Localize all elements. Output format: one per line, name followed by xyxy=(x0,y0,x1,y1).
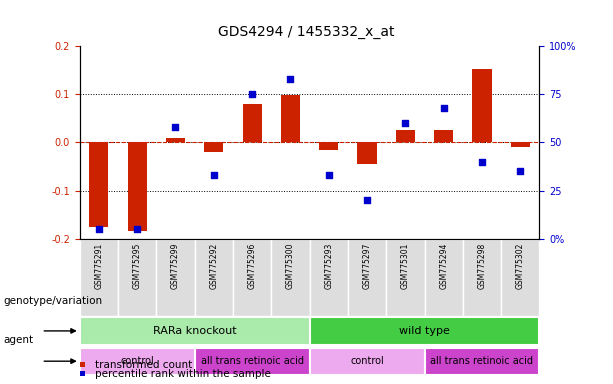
FancyBboxPatch shape xyxy=(80,239,118,316)
Point xyxy=(286,76,295,82)
Bar xyxy=(511,142,530,147)
FancyBboxPatch shape xyxy=(386,239,424,316)
Point xyxy=(324,172,333,178)
Text: RARa knockout: RARa knockout xyxy=(153,326,237,336)
Text: GSM775295: GSM775295 xyxy=(132,243,142,289)
Point xyxy=(132,226,142,232)
Text: GSM775292: GSM775292 xyxy=(209,243,218,289)
Bar xyxy=(128,142,147,232)
Point xyxy=(247,91,257,97)
Text: percentile rank within the sample: percentile rank within the sample xyxy=(95,369,271,379)
Bar xyxy=(243,104,262,142)
FancyBboxPatch shape xyxy=(310,239,348,316)
Text: GSM775297: GSM775297 xyxy=(362,243,371,289)
FancyBboxPatch shape xyxy=(310,317,539,344)
Text: wild type: wild type xyxy=(399,326,450,336)
Point xyxy=(400,120,410,126)
Text: control: control xyxy=(120,356,154,366)
Point xyxy=(170,124,180,130)
Point xyxy=(209,172,219,178)
Bar xyxy=(434,130,453,142)
Text: genotype/variation: genotype/variation xyxy=(3,296,102,306)
FancyBboxPatch shape xyxy=(348,239,386,316)
FancyBboxPatch shape xyxy=(80,348,195,375)
Text: GSM775298: GSM775298 xyxy=(478,243,487,289)
Text: transformed count: transformed count xyxy=(95,360,192,370)
Bar xyxy=(204,142,223,152)
FancyBboxPatch shape xyxy=(195,348,310,375)
FancyBboxPatch shape xyxy=(463,239,501,316)
Point xyxy=(516,168,525,174)
Bar xyxy=(357,142,376,164)
Bar xyxy=(473,69,492,142)
Point xyxy=(439,105,449,111)
Text: GDS4294 / 1455332_x_at: GDS4294 / 1455332_x_at xyxy=(218,25,395,39)
FancyBboxPatch shape xyxy=(118,239,156,316)
Text: GSM775300: GSM775300 xyxy=(286,243,295,289)
Text: GSM775294: GSM775294 xyxy=(439,243,448,289)
Text: GSM775302: GSM775302 xyxy=(516,243,525,289)
Bar xyxy=(281,95,300,142)
Text: control: control xyxy=(350,356,384,366)
Text: agent: agent xyxy=(3,335,33,345)
Bar xyxy=(396,130,415,142)
FancyBboxPatch shape xyxy=(310,348,424,375)
FancyBboxPatch shape xyxy=(80,317,310,344)
Text: GSM775291: GSM775291 xyxy=(94,243,104,289)
FancyBboxPatch shape xyxy=(271,239,310,316)
Point xyxy=(94,226,104,232)
Point xyxy=(477,159,487,165)
Text: GSM775301: GSM775301 xyxy=(401,243,410,289)
FancyBboxPatch shape xyxy=(424,348,539,375)
Text: GSM775299: GSM775299 xyxy=(171,243,180,289)
FancyBboxPatch shape xyxy=(501,239,539,316)
Text: all trans retinoic acid: all trans retinoic acid xyxy=(200,356,303,366)
Point xyxy=(362,197,372,203)
Bar xyxy=(166,137,185,142)
Text: all trans retinoic acid: all trans retinoic acid xyxy=(430,356,533,366)
FancyBboxPatch shape xyxy=(156,239,195,316)
Text: GSM775296: GSM775296 xyxy=(248,243,257,289)
FancyBboxPatch shape xyxy=(195,239,233,316)
Text: GSM775293: GSM775293 xyxy=(324,243,333,289)
FancyBboxPatch shape xyxy=(233,239,271,316)
FancyBboxPatch shape xyxy=(424,239,463,316)
Bar xyxy=(319,142,338,150)
Bar xyxy=(89,142,109,227)
